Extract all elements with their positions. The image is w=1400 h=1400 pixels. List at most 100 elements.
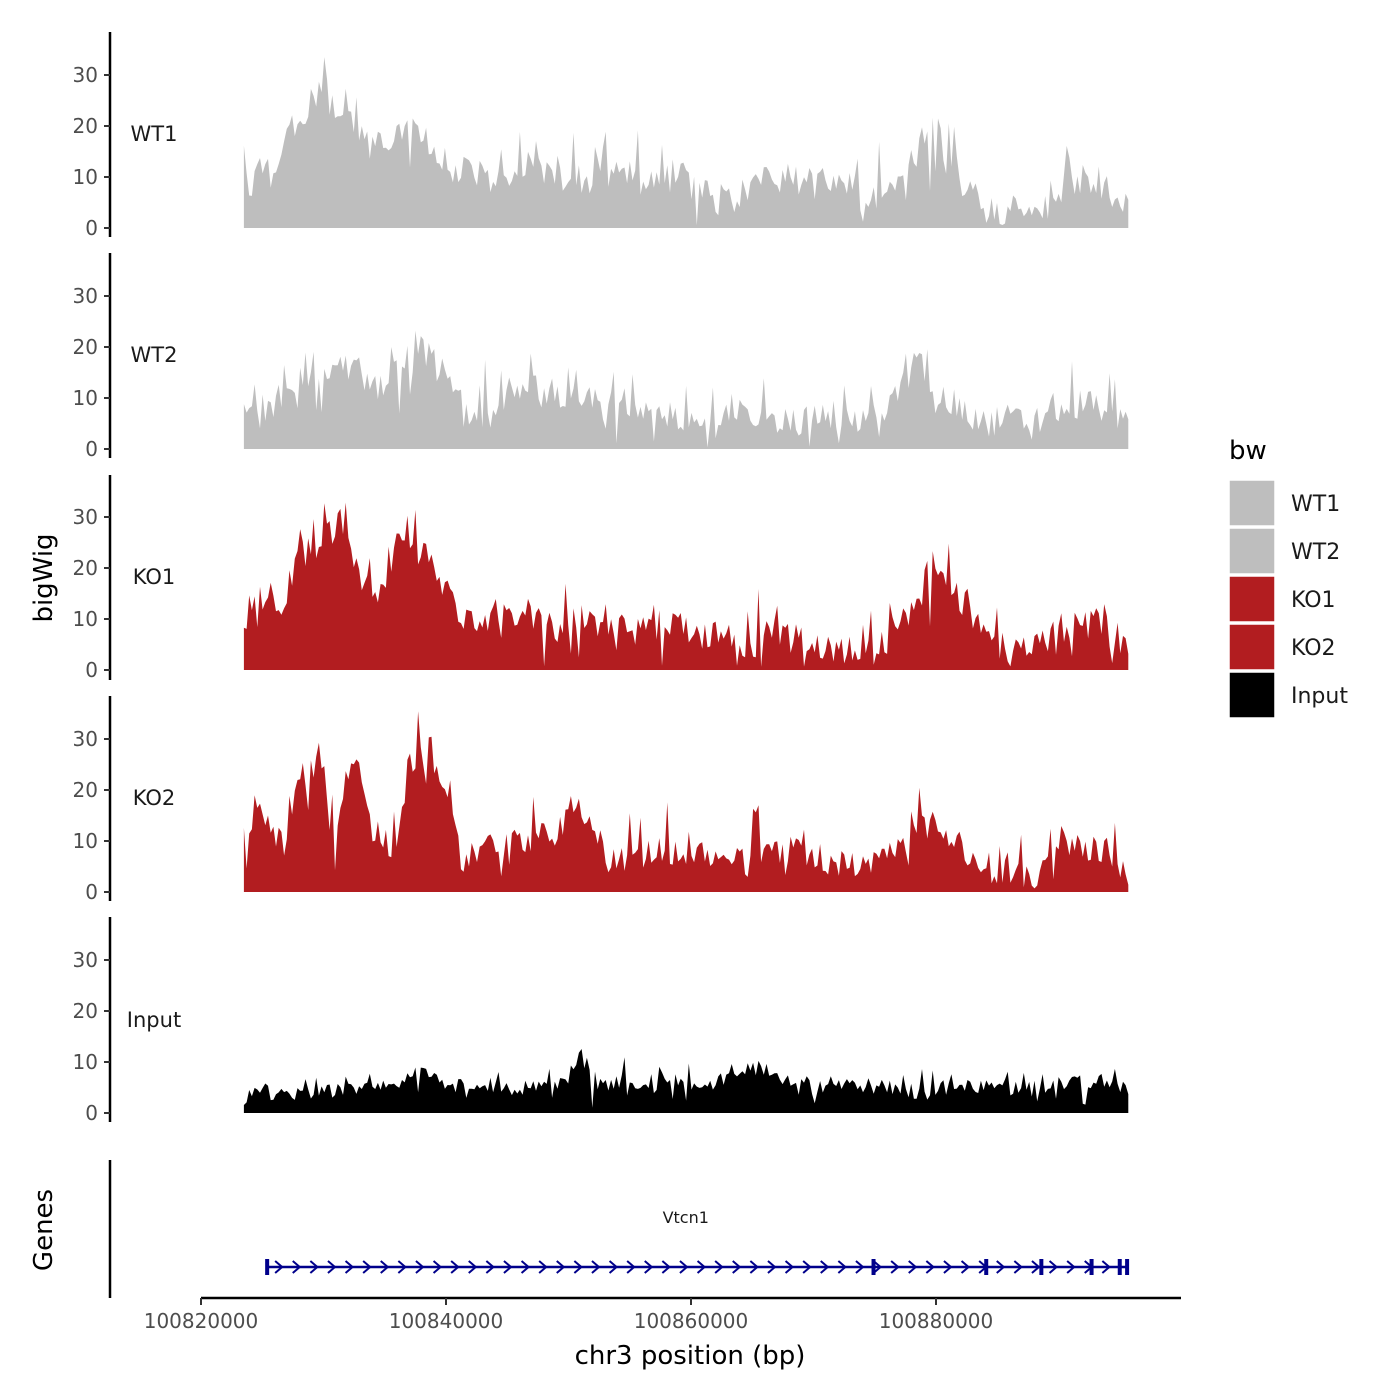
y-tick-label: 10 [73,165,98,189]
y-tick-label: 20 [73,335,98,359]
strand-arrow-icon [925,1260,935,1274]
x-tick-label: 100880000 [879,1309,994,1333]
legend-label: WT2 [1291,540,1340,565]
coverage-area-wt1 [243,57,1129,228]
y-tick-label: 20 [73,999,98,1023]
strand-arrow-icon [749,1260,759,1274]
x-axis: 100820000 100840000 100860000 100880000 [144,1296,1181,1333]
strand-arrow-icon [415,1260,425,1274]
strand-arrow-icon [520,1260,531,1274]
legend-label: KO1 [1291,588,1336,613]
x-tick-label: 100820000 [144,1309,259,1333]
strand-arrow-icon [767,1260,777,1274]
gene-track: Genes Vtcn1 [29,1160,1130,1298]
x-tick-label: 100860000 [634,1309,749,1333]
strand-arrow-icon [644,1260,654,1274]
strand-arrow-icon [802,1260,812,1274]
strand-arrow-icon [890,1260,900,1274]
strand-arrow-icon [292,1260,302,1274]
legend-swatch [1228,623,1276,671]
y-tick-label: 30 [73,505,98,529]
strand-arrow-icon [732,1260,742,1274]
coverage-area-input [243,1049,1129,1113]
strand-arrow-icon [1101,1260,1111,1274]
track-wt1: 0 10 20 30 WT1 [73,32,1129,240]
strand-arrow-icon [872,1260,883,1274]
strand-arrow-icon [679,1260,689,1274]
y-tick-label: 0 [85,880,98,904]
track-input: 0 10 20 30 Input [73,917,1129,1125]
strand-arrow-icon [837,1260,847,1274]
y-tick-label: 0 [85,216,98,240]
y-tick-label: 0 [85,1101,98,1125]
legend-swatch [1228,671,1276,719]
strand-arrow-icon [556,1260,566,1274]
legend-label: KO2 [1291,636,1336,661]
strand-arrow-icon [608,1260,619,1274]
strand-arrow-icon [397,1260,407,1274]
y-tick-label: 20 [73,114,98,138]
strand-arrow-icon [908,1260,918,1274]
coverage-area-ko2 [243,711,1129,892]
exon-mark [1039,1259,1044,1275]
strand-arrow-icon [1048,1260,1059,1274]
strand-arrow-icon [327,1260,337,1274]
strand-arrow-icon [538,1260,548,1274]
y-tick-label: 10 [73,1050,98,1074]
strand-arrow-icon [503,1260,513,1274]
track-wt2: 0 10 20 30 WT2 [73,253,1129,461]
y-tick-label: 0 [85,658,98,682]
y-axis-title: bigWig [29,533,59,622]
strand-arrow-icon [274,1260,284,1274]
exon-mark [1089,1259,1094,1275]
legend-title: bw [1229,436,1267,466]
y-tick-label: 10 [73,607,98,631]
strand-arrow-icon [784,1260,795,1274]
strand-arrow-icon [626,1260,636,1274]
y-tick-label: 0 [85,437,98,461]
legend: bw WT1 WT2 KO1 KO2 Input [1228,436,1348,719]
legend-swatch [1228,575,1276,623]
strand-arrow-icon [344,1260,355,1274]
legend-label: WT1 [1291,492,1340,517]
strand-arrow-icon [661,1260,671,1274]
strand-arrow-icon [573,1260,583,1274]
strand-arrow-icon [380,1260,390,1274]
strand-arrow-icon [432,1260,443,1274]
x-tick-label: 100840000 [389,1309,504,1333]
legend-swatch [1228,527,1276,575]
track-label-input: Input [127,1008,181,1032]
exon-mark [984,1259,989,1275]
strand-arrow-icon [696,1260,707,1274]
y-tick-label: 20 [73,556,98,580]
y-tick-label: 30 [73,63,98,87]
strand-arrow-icon [820,1260,830,1274]
strand-arrow-icon [960,1260,971,1274]
coverage-area-wt2 [243,330,1129,449]
strand-arrow-icon [943,1260,953,1274]
strand-arrow-icon [1066,1260,1076,1274]
y-tick-label: 30 [73,948,98,972]
track-ko2: 0 10 20 30 KO2 [73,696,1129,904]
genes-track-title: Genes [29,1189,59,1271]
exon-mark [1125,1259,1130,1275]
strand-arrow-icon [468,1260,478,1274]
strand-arrow-icon [714,1260,724,1274]
strand-arrow-icon [485,1260,495,1274]
strand-arrow-icon [591,1260,601,1274]
track-ko1: 0 10 20 30 KO1 [73,475,1129,682]
exon-mark [1117,1259,1122,1275]
exon-mark [265,1259,270,1275]
coverage-area-ko1 [243,502,1129,670]
legend-label: Input [1291,684,1348,709]
legend-swatch [1228,479,1276,527]
x-axis-title: chr3 position (bp) [575,1341,806,1371]
strand-arrow-icon [450,1260,460,1274]
strand-arrow-icon [1013,1260,1023,1274]
track-label-ko2: KO2 [133,786,176,810]
strand-arrow-icon [855,1260,865,1274]
track-label-wt2: WT2 [131,343,178,367]
track-label-ko1: KO1 [133,565,176,589]
strand-arrow-icon [996,1260,1006,1274]
